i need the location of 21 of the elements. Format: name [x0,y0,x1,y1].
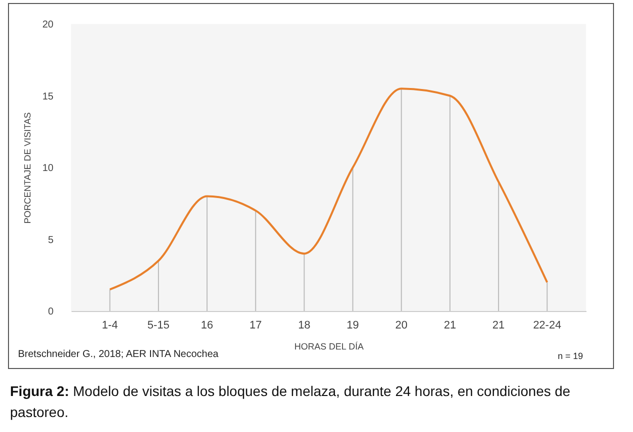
y-tick-label: 15 [42,91,54,102]
y-axis-title: PORCENTAJE DE VISITAS [22,112,32,224]
x-tick-label: 21 [492,320,505,332]
text: n = 19 [558,351,583,361]
x-tick-label: 17 [250,320,262,332]
x-axis-title: HORAS DEL DÍA [294,342,364,352]
x-tick-label: 5-15 [147,320,170,332]
y-tick-label: 5 [48,234,54,246]
x-tick-label: 22-24 [533,320,562,332]
y-tick-label: 20 [42,20,54,30]
text: Figura 2: Modelo de visitas a los bloques de melaza, durante 24 horas, en condiciones de pastoreo. [10,382,572,422]
y-tick-label: 10 [42,163,54,174]
x-tick-label: 16 [200,320,214,332]
x-tick-label: 21 [444,320,456,332]
x-tick-label: 19 [346,320,359,332]
x-tick-label: 1-4 [102,320,118,332]
x-tick-label: 20 [395,320,408,332]
text: Bretschneider G., 2018; AER INTA Necochea [18,349,218,360]
line-series [108,88,548,290]
x-tick-label: 18 [298,320,310,332]
y-tick-label: 0 [48,306,54,318]
